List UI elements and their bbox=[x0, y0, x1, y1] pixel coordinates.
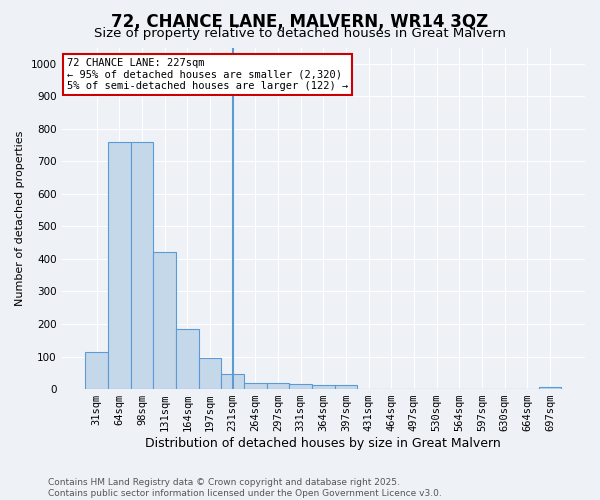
Bar bbox=[131, 142, 154, 389]
X-axis label: Distribution of detached houses by size in Great Malvern: Distribution of detached houses by size … bbox=[145, 437, 501, 450]
Bar bbox=[244, 382, 266, 389]
Bar bbox=[335, 385, 357, 389]
Bar bbox=[312, 385, 335, 389]
Y-axis label: Number of detached properties: Number of detached properties bbox=[15, 130, 25, 306]
Bar bbox=[108, 142, 131, 389]
Text: Contains HM Land Registry data © Crown copyright and database right 2025.
Contai: Contains HM Land Registry data © Crown c… bbox=[48, 478, 442, 498]
Bar bbox=[176, 329, 199, 389]
Bar bbox=[266, 382, 289, 389]
Text: Size of property relative to detached houses in Great Malvern: Size of property relative to detached ho… bbox=[94, 28, 506, 40]
Bar bbox=[539, 387, 561, 389]
Bar bbox=[154, 252, 176, 389]
Bar bbox=[289, 384, 312, 389]
Bar bbox=[199, 358, 221, 389]
Bar bbox=[85, 352, 108, 389]
Bar bbox=[221, 374, 244, 389]
Text: 72, CHANCE LANE, MALVERN, WR14 3QZ: 72, CHANCE LANE, MALVERN, WR14 3QZ bbox=[112, 12, 488, 30]
Text: 72 CHANCE LANE: 227sqm
← 95% of detached houses are smaller (2,320)
5% of semi-d: 72 CHANCE LANE: 227sqm ← 95% of detached… bbox=[67, 58, 348, 91]
